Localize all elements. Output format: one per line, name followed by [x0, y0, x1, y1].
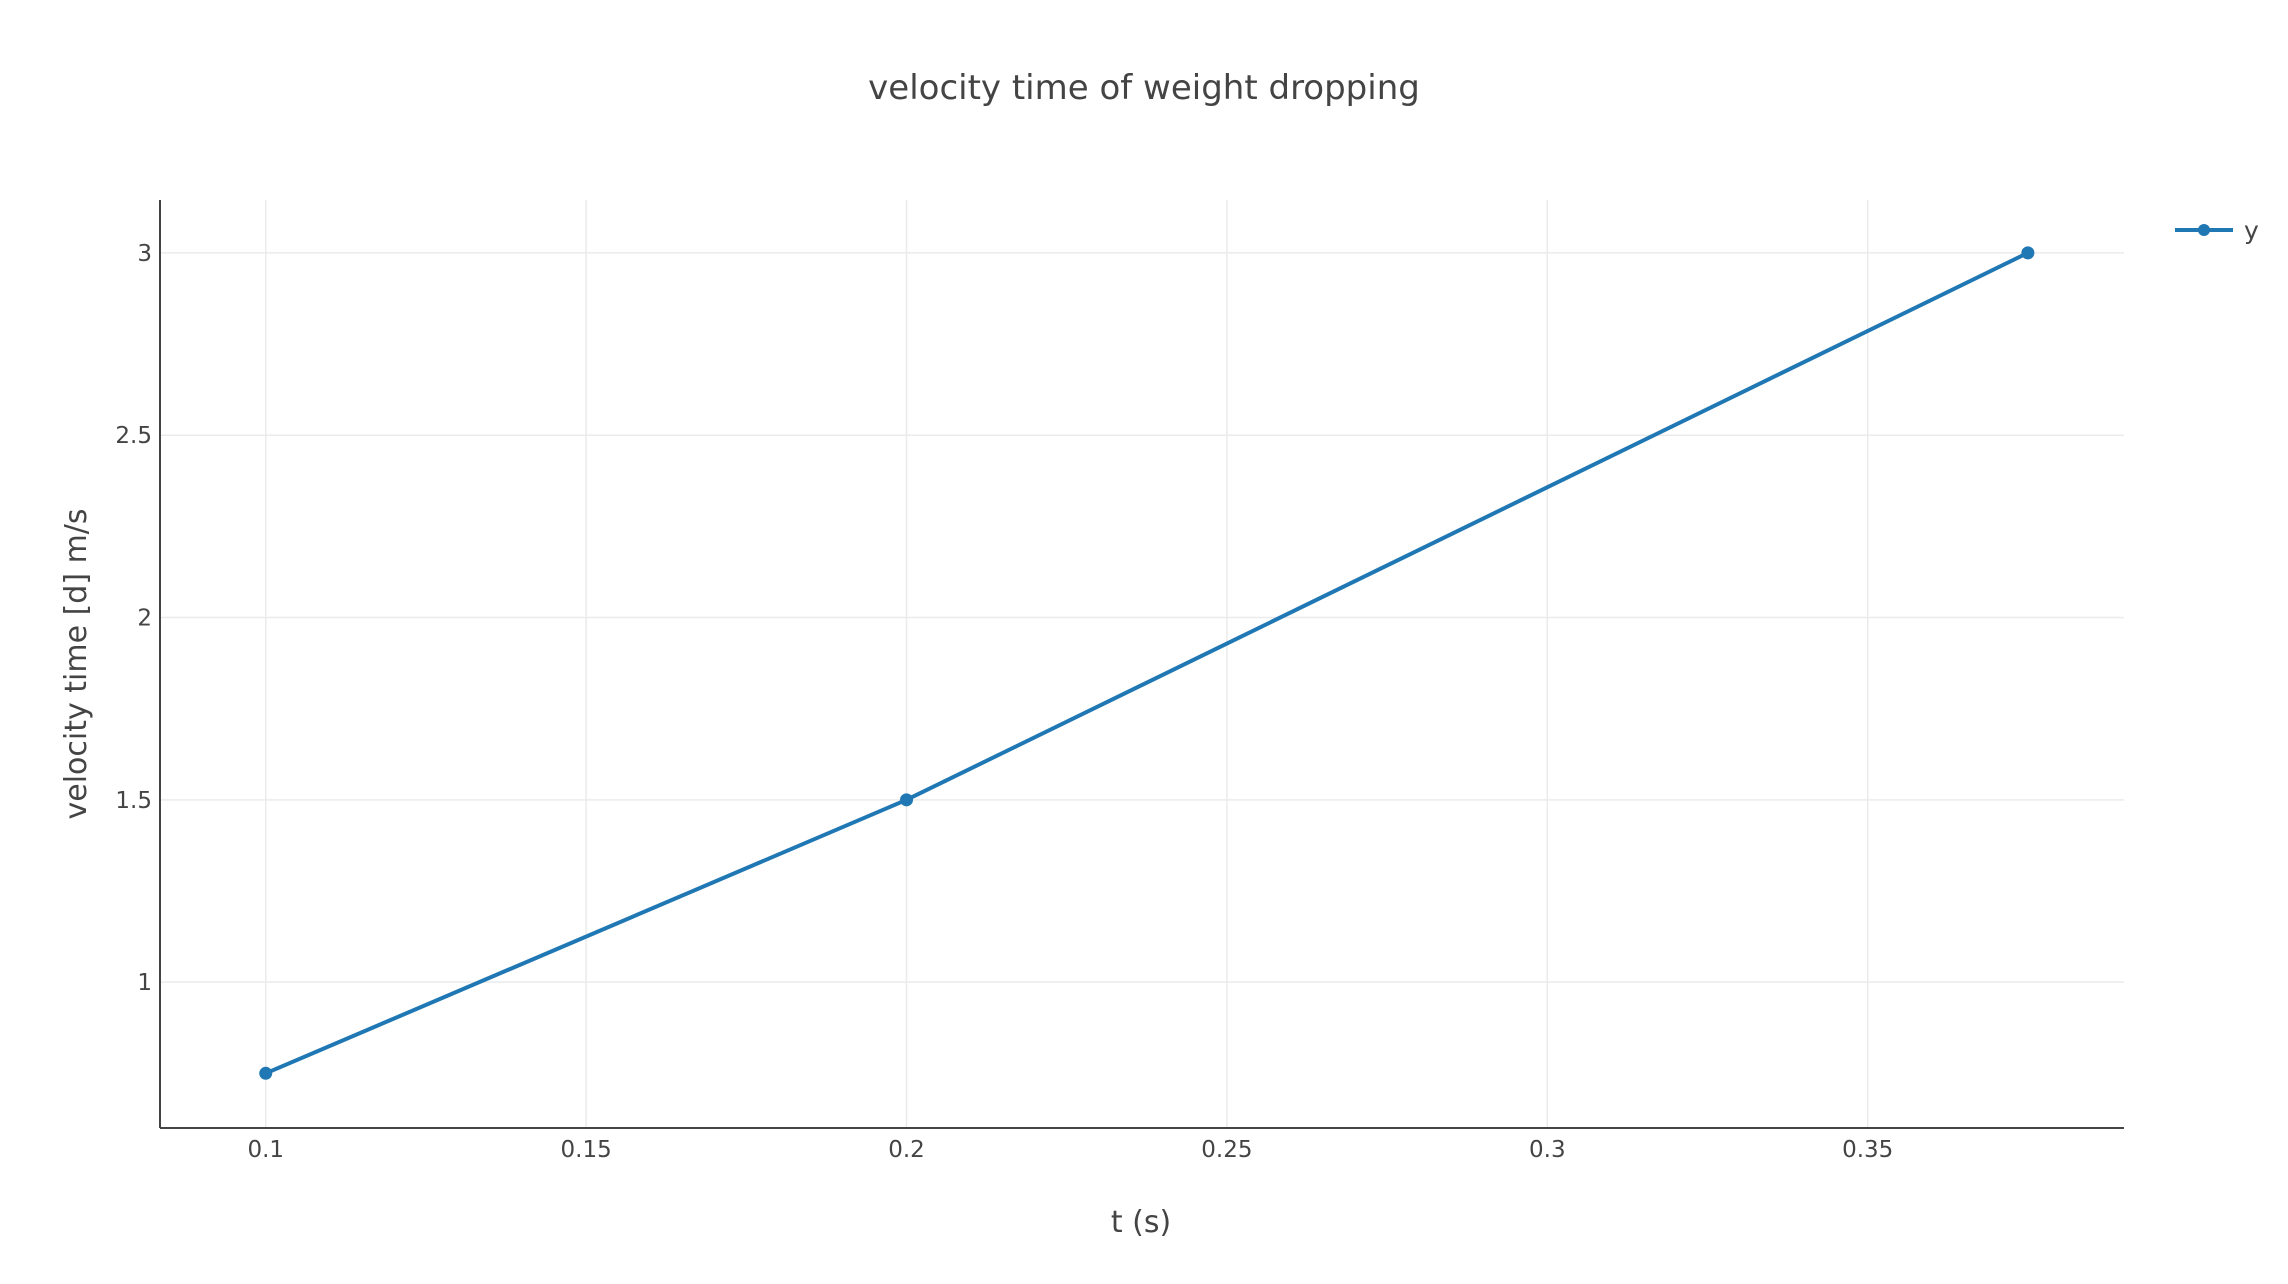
x-tick-label: 0.25: [1201, 1137, 1252, 1163]
x-tick-label: 0.1: [247, 1137, 284, 1163]
y-tick-label: 3: [137, 241, 152, 267]
y-gridlines: [160, 252, 2124, 983]
chart-title: velocity time of weight dropping: [868, 68, 1420, 108]
x-axis-title: t (s): [1111, 1205, 1171, 1240]
x-tick-labels: 0.1 0.15 0.2 0.25 0.3 0.35: [247, 1137, 1893, 1163]
legend-marker-y: [2198, 224, 2210, 236]
y-tick-labels: 1 1.5 2 2.5 3: [115, 241, 152, 996]
data-point[interactable]: [259, 1066, 273, 1080]
legend-label-y: y: [2244, 216, 2259, 245]
y-tick-label: 2.5: [115, 423, 152, 449]
y-tick-label: 1.5: [115, 788, 152, 814]
x-tick-label: 0.15: [561, 1137, 612, 1163]
legend[interactable]: y: [2175, 216, 2259, 245]
series-group: [259, 246, 2035, 1080]
y-tick-label: 2: [137, 606, 152, 632]
y-axis-title: velocity time [d] m/s: [59, 508, 94, 819]
x-tick-label: 0.3: [1529, 1137, 1566, 1163]
data-point[interactable]: [900, 793, 914, 807]
x-tick-label: 0.2: [888, 1137, 925, 1163]
y-tick-label: 1: [137, 970, 152, 996]
x-tick-label: 0.35: [1842, 1137, 1893, 1163]
data-point[interactable]: [2021, 246, 2035, 260]
series-line-y: [264, 251, 2029, 1076]
x-gridlines: [264, 200, 1869, 1128]
